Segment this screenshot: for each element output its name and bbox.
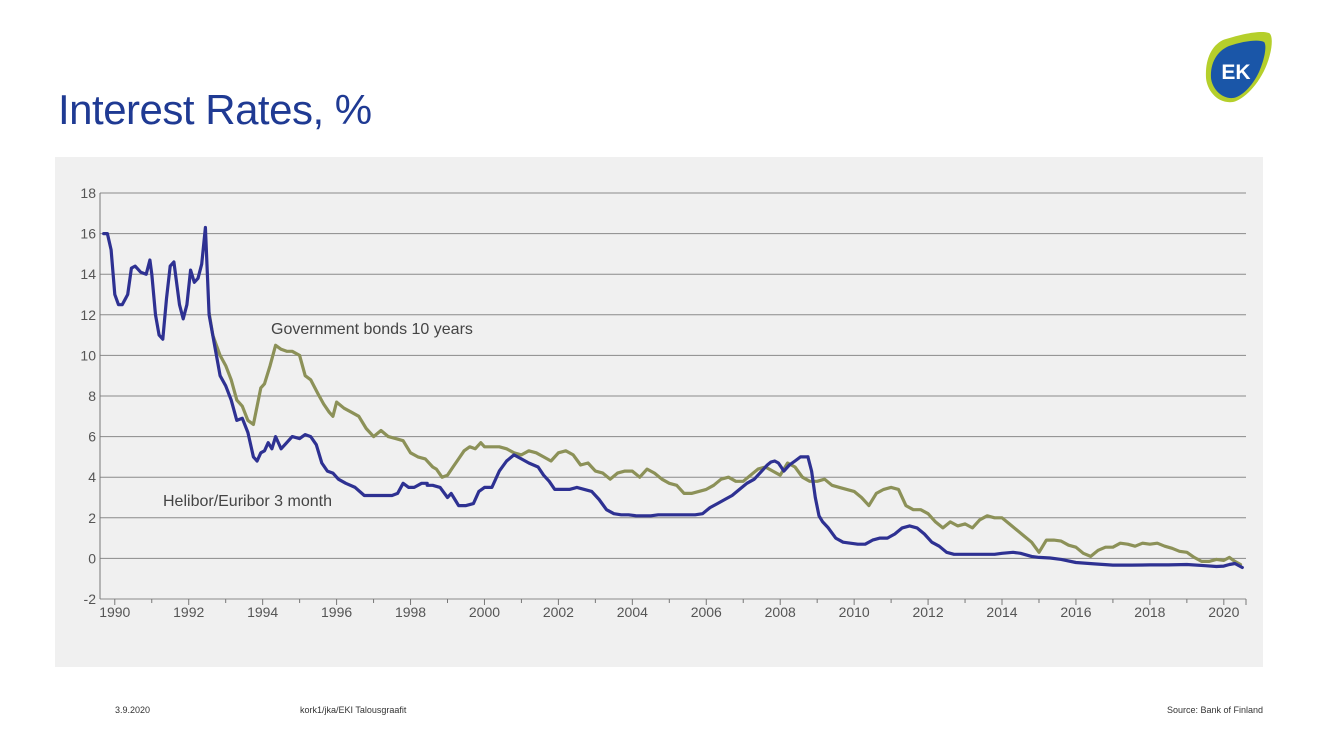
interest-rates-chart: -2 0 2 4 6 8 10 12 14 16 18 1990 1992 1994 1996 1998 200…: [80, 185, 1247, 620]
footer-source: Source: Bank of Finland: [1166, 705, 1263, 715]
series-layer: [102, 225, 1244, 570]
x-tick-label: 2014: [986, 604, 1017, 620]
y-tick-label: 16: [80, 226, 96, 242]
x-tick-label: 2006: [691, 604, 722, 620]
y-tick-label: 8: [88, 388, 96, 404]
page-title: Interest Rates, %: [58, 86, 372, 133]
x-tick-label: 1998: [395, 604, 426, 620]
x-tick-label: 2020: [1208, 604, 1239, 620]
chart-panel: -2 0 2 4 6 8 10 12 14 16 18 1990 1992 1994 1996 1998 200…: [55, 157, 1263, 667]
x-tick-label: 2004: [617, 604, 648, 620]
y-tick-label: 6: [88, 429, 96, 445]
footer-date: 3.9.2020: [115, 705, 151, 715]
logo-blue-shape: [1210, 40, 1266, 99]
x-tick-label: 1996: [321, 604, 352, 620]
label-government-bonds: Government bonds 10 years: [271, 321, 473, 338]
y-tick-label: 0: [88, 550, 96, 566]
y-tick-label: 4: [88, 469, 96, 485]
x-tick-label: 1990: [99, 604, 130, 620]
x-tick-label: 2010: [839, 604, 870, 620]
y-tick-label: 12: [80, 307, 96, 323]
x-tick-label: 2002: [543, 604, 574, 620]
series-bonds-line-0: [207, 311, 1243, 567]
logo-text: EK: [1221, 61, 1250, 84]
y-tick-label: 2: [88, 510, 96, 526]
x-tick-label: 2000: [469, 604, 500, 620]
x-tick-label: 2012: [912, 604, 943, 620]
series-euribor-line-0: [102, 225, 429, 498]
x-tick-label: 2016: [1060, 604, 1091, 620]
y-tick-label: 14: [80, 266, 96, 282]
label-helibor-euribor: Helibor/Euribor 3 month: [163, 493, 332, 510]
y-tick-label: 18: [80, 185, 96, 201]
x-tick-label: 2008: [765, 604, 796, 620]
x-tick-label: 1994: [247, 604, 278, 620]
footer-reference: kork1/jka/EKI Talousgraafit: [300, 705, 407, 715]
grid-layer: [100, 192, 1246, 600]
y-tick-label: 10: [80, 347, 96, 363]
y-tick-label: -2: [84, 591, 97, 607]
series-euribor-line-1: [425, 453, 810, 518]
series-euribor-line-2: [806, 455, 1244, 570]
x-tick-label: 1992: [173, 604, 204, 620]
axis-layer: -2 0 2 4 6 8 10 12 14 16 18 1990 1992 1994 1996 1998 200…: [80, 185, 1247, 620]
ek-logo-icon: EK: [1205, 31, 1272, 103]
x-tick-label: 2018: [1134, 604, 1165, 620]
